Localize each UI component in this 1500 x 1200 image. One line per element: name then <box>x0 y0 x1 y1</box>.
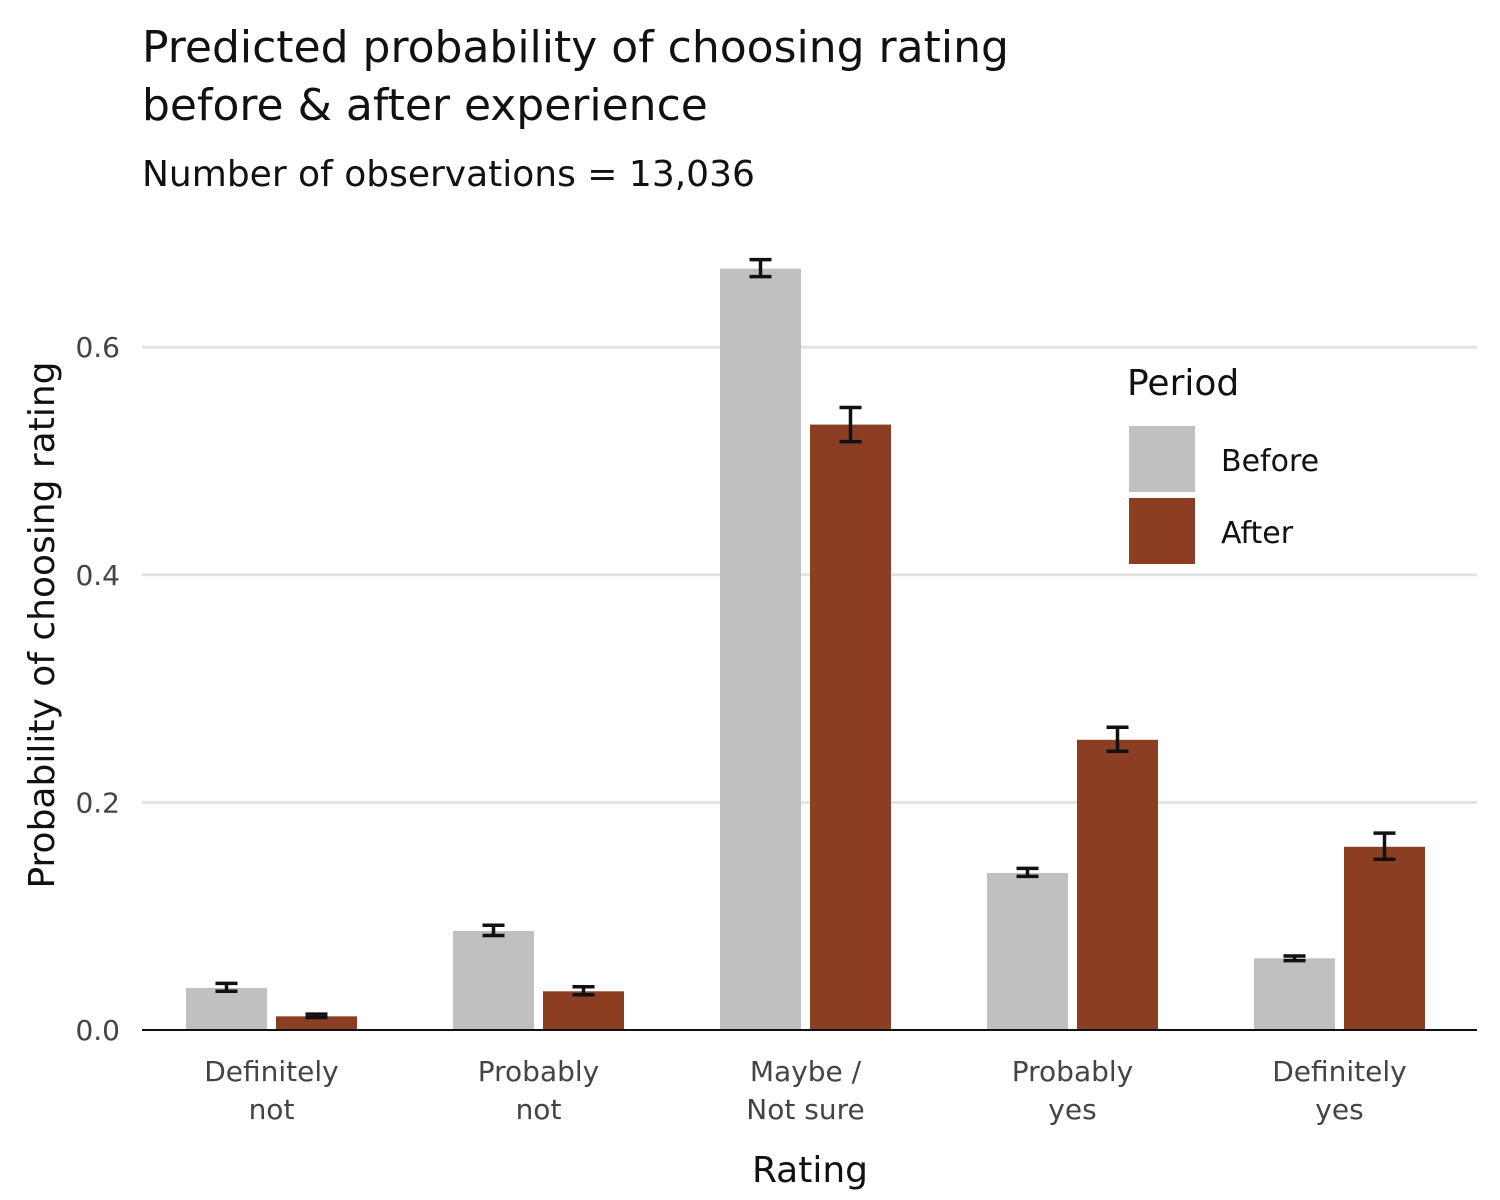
legend-title: Period <box>1127 363 1239 404</box>
x-axis-ticks: Definitely not Probably not Maybe / Not sure P… <box>204 1055 1407 1126</box>
bar-before-0 <box>186 987 267 1030</box>
error-bar-before-2 <box>749 257 772 279</box>
bars <box>186 268 1425 1031</box>
x-tick-label: Definitely not <box>204 1055 339 1126</box>
y-tick-label: 0.6 <box>75 331 120 364</box>
error-bar-after-2 <box>839 405 862 444</box>
x-axis-title: Rating <box>752 1150 868 1191</box>
legend-swatch-before <box>1129 426 1195 492</box>
y-tick-label: 0.2 <box>75 786 120 819</box>
error-bar-before-4 <box>1283 954 1306 963</box>
error-bars <box>215 257 1396 1020</box>
error-bar-after-1 <box>572 985 595 997</box>
y-tick-label: 0.4 <box>75 559 120 592</box>
legend-label-after: After <box>1221 516 1294 551</box>
error-bar-before-3 <box>1016 866 1039 879</box>
y-axis-title: Probability of choosing rating <box>22 361 63 888</box>
error-bar-after-3 <box>1106 725 1129 753</box>
bar-after-2 <box>810 424 891 1031</box>
error-bar-after-0 <box>305 1012 328 1020</box>
gridlines <box>142 345 1477 804</box>
legend-swatch-after <box>1129 498 1195 564</box>
error-bar-after-4 <box>1373 831 1396 862</box>
x-tick-label: Probably yes <box>1012 1055 1133 1126</box>
bar-before-1 <box>453 930 534 1030</box>
y-axis-ticks: 0.0 0.2 0.4 0.6 <box>75 331 120 1047</box>
bar-after-0 <box>276 1016 357 1030</box>
chart-title-line-2: before & after experience <box>142 80 708 131</box>
y-tick-label: 0.0 <box>75 1014 120 1047</box>
bar-before-2 <box>720 268 801 1031</box>
bar-after-4 <box>1344 846 1425 1030</box>
error-bar-before-1 <box>482 923 505 938</box>
bar-before-3 <box>987 872 1068 1030</box>
bar-before-4 <box>1254 958 1335 1030</box>
chart-subtitle: Number of observations = 13,036 <box>142 154 755 195</box>
legend: Period Before After <box>1127 363 1319 564</box>
bar-after-1 <box>543 991 624 1030</box>
x-tick-label: Probably not <box>478 1055 599 1126</box>
x-tick-label: Maybe / Not sure <box>746 1055 864 1126</box>
x-tick-label: Definitely yes <box>1272 1055 1407 1126</box>
bar-after-3 <box>1077 739 1158 1030</box>
chart-title-line-1: Predicted probability of choosing rating <box>142 22 1009 73</box>
legend-label-before: Before <box>1221 444 1319 479</box>
error-bar-before-0 <box>215 981 238 994</box>
